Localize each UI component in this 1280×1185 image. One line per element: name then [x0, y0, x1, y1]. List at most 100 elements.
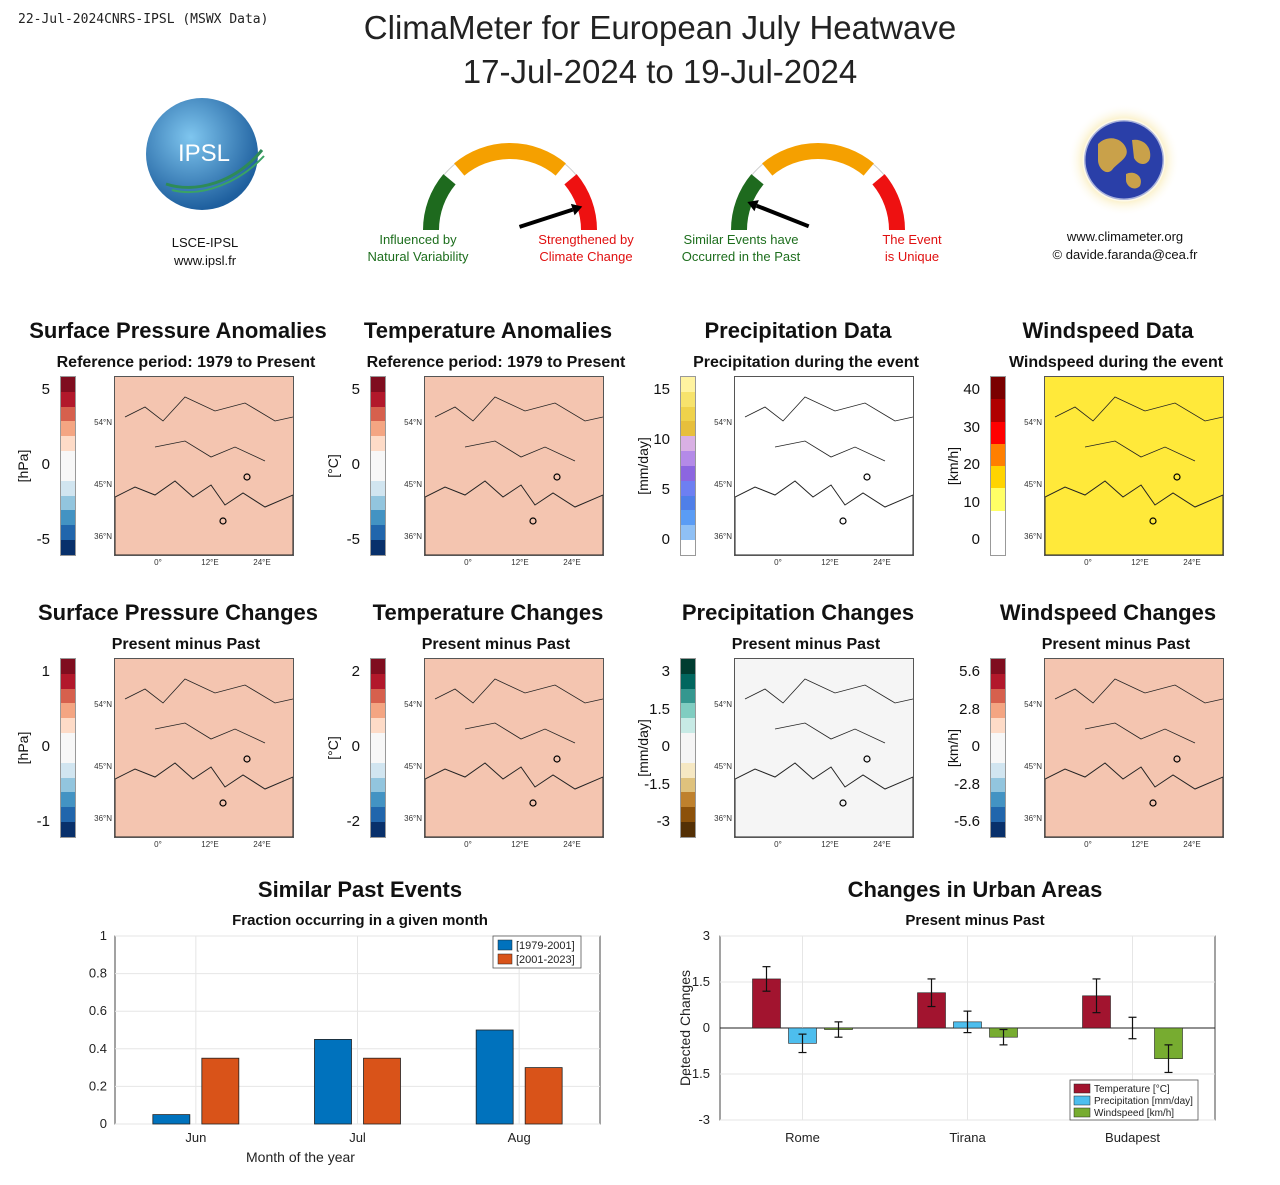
coastline [735, 762, 913, 837]
colorbar-step [991, 703, 1005, 719]
colorbar-step [681, 777, 695, 793]
ipsl-caption-line2: www.ipsl.fr [173, 253, 237, 268]
legend-label: Windspeed [km/h] [1094, 1108, 1174, 1119]
ipsl-logo: IPSL [146, 98, 266, 218]
lon-tick-label: 12°E [821, 558, 839, 567]
colorbar-tick: 1.5 [649, 700, 670, 718]
gauge2-left-label: Similar Events have Occurred in the Past [681, 232, 801, 264]
map-plot [114, 376, 294, 556]
panel-title: Temperature Anomalies [363, 318, 613, 343]
colorbar-step [371, 480, 385, 496]
colorbar-tick: 0 [41, 456, 50, 473]
colorbar-step [681, 377, 695, 392]
colorbar-step [681, 480, 695, 496]
lon-tick-label: 0° [1084, 840, 1092, 849]
map-plot [424, 658, 604, 838]
lat-tick-label: 45°N [714, 480, 732, 489]
colorbar-step [991, 762, 1005, 778]
colorbar-step [371, 391, 385, 407]
y-tick-label: 0.4 [89, 1041, 107, 1056]
colorbar-step [681, 465, 695, 481]
colorbar-step [991, 807, 1005, 823]
colorbar-step [681, 733, 695, 748]
lon-tick-label: 0° [1084, 558, 1092, 567]
colorbar-tick: -1.5 [644, 775, 670, 793]
colorbar-step [991, 443, 1005, 466]
colorbar-step [681, 718, 695, 734]
lon-tick-label: 24°E [253, 558, 271, 567]
colorbar-step [371, 436, 385, 452]
bar [152, 1114, 191, 1125]
panel-subtitle: Present minus Past [111, 636, 261, 653]
colorbar-tick: 2.8 [959, 700, 980, 718]
lat-tick-label: 54°N [1024, 418, 1042, 427]
legend-label: Precipitation [mm/day] [1094, 1096, 1193, 1107]
borders [744, 678, 913, 744]
colorbar-step [61, 747, 75, 763]
bar [363, 1057, 401, 1125]
colorbar-unit: [km/h] [945, 446, 961, 486]
x-tick-label: Tirana [949, 1130, 986, 1145]
lon-tick-label: 24°E [563, 558, 581, 567]
colorbar-tick: 30 [963, 418, 980, 436]
gauge1-left-label: Influenced by Natural Variability [367, 232, 469, 264]
colorbar-tick: 5 [41, 381, 50, 398]
climameter-caption-line1: www.climameter.org [1066, 229, 1184, 244]
panel-subtitle: Reference period: 1979 to Present [56, 354, 316, 371]
map-canvas [1045, 396, 1223, 555]
colorbar-step [371, 465, 385, 481]
colorbar-step [681, 510, 695, 526]
colorbar-step [371, 733, 385, 748]
city-marker [529, 799, 537, 807]
colorbar-step [991, 718, 1005, 734]
lat-tick-label: 54°N [1024, 700, 1042, 709]
x-tick-label: Rome [785, 1130, 820, 1145]
panel-title: Precipitation Data [704, 318, 892, 343]
colorbar-step [371, 421, 385, 437]
colorbar-tick: 10 [653, 431, 670, 448]
colorbar-step [681, 807, 695, 823]
city-marker [839, 517, 847, 525]
colorbar-step [371, 747, 385, 763]
lon-tick-label: 24°E [1183, 558, 1201, 567]
map-plot [114, 658, 294, 838]
panel-subtitle: Windspeed during the event [1008, 354, 1224, 371]
colorbar [990, 658, 1006, 838]
city-marker [243, 473, 251, 481]
y-tick-label: -1.5 [688, 1066, 710, 1081]
legend-label: [2001-2023] [516, 954, 575, 966]
page-title-line2: 17-Jul-2024 to 19-Jul-2024 [462, 53, 858, 90]
map-plot [734, 658, 914, 838]
gauge1-right-label: Strengthened by Climate Change [538, 232, 634, 264]
lon-tick-label: 0° [154, 558, 162, 567]
lon-tick-label: 0° [774, 840, 782, 849]
colorbar-step [681, 525, 695, 541]
lat-tick-label: 45°N [94, 480, 112, 489]
lon-tick-label: 12°E [511, 558, 529, 567]
colorbar [990, 376, 1006, 556]
colorbar-tick: 0 [351, 738, 360, 755]
colorbar-unit: [°C] [325, 736, 341, 760]
gauge-uniqueness [726, 138, 910, 234]
lon-tick-label: 12°E [201, 558, 219, 567]
city-marker [863, 473, 871, 481]
colorbar-step [371, 688, 385, 704]
panel-subtitle: Present minus Past [421, 636, 571, 653]
city-marker [553, 755, 561, 763]
urban-changes-subtitle: Present minus Past [905, 912, 1045, 929]
colorbar-step [61, 733, 75, 748]
panel-subtitle: Present minus Past [1041, 636, 1191, 653]
borders [744, 396, 913, 462]
panel-title: Surface Pressure Changes [37, 600, 319, 625]
panel-title: Surface Pressure Anomalies [29, 318, 327, 343]
climameter-caption-line2: © davide.faranda@cea.fr [1052, 247, 1198, 262]
borders [434, 396, 603, 462]
colorbar [680, 376, 696, 556]
colorbar-step [61, 703, 75, 719]
colorbar-step [371, 495, 385, 511]
borders [124, 396, 293, 462]
colorbar-step [61, 540, 75, 555]
legend [1069, 1079, 1199, 1121]
urban-changes-chart: 3 1.5 0 -1.5 -3 Rome Tirana Budapest Detected Ch… [677, 928, 1216, 1145]
ipsl-caption: LSCE-IPSL www.ipsl.fr [140, 234, 270, 270]
